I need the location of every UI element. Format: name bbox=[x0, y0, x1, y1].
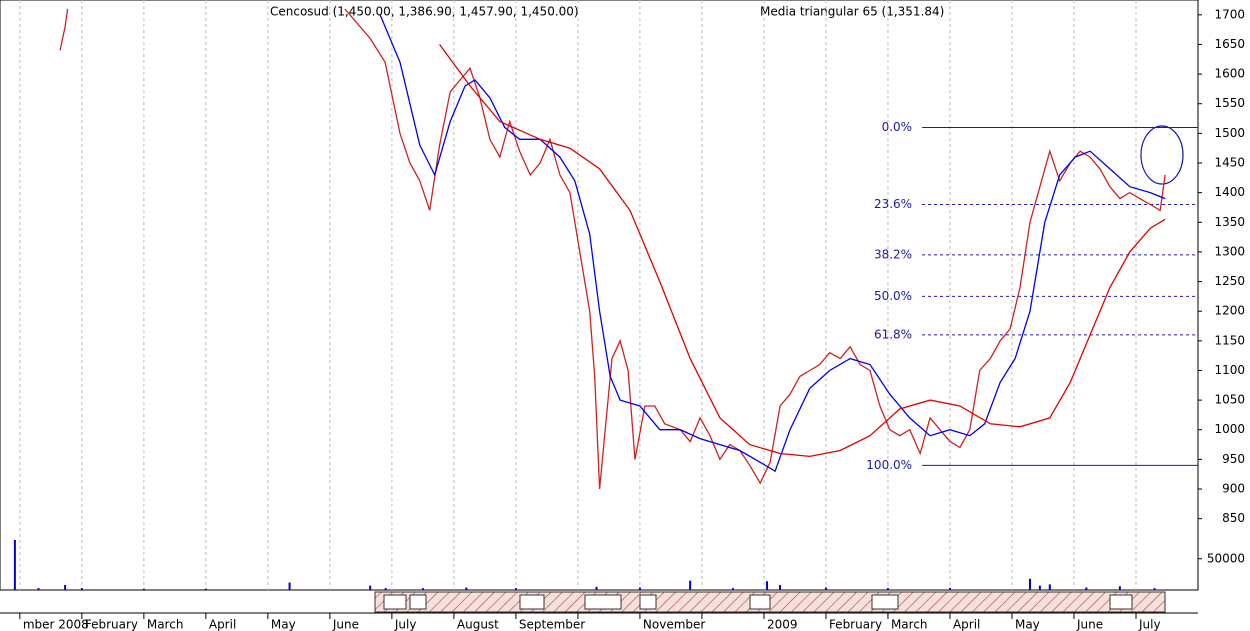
y-tick-label: 1250 bbox=[1214, 274, 1245, 288]
x-tick-label: February bbox=[85, 618, 138, 631]
y-tick-label: 1650 bbox=[1214, 37, 1245, 51]
x-tick-label: April bbox=[953, 618, 980, 631]
y-tick-label: 950 bbox=[1222, 452, 1245, 466]
fib-label: 100.0% bbox=[866, 458, 912, 472]
volume-bar bbox=[1085, 587, 1088, 590]
volume-bar bbox=[1048, 584, 1051, 590]
x-tick-label: February bbox=[829, 618, 882, 631]
volume-bar bbox=[638, 587, 641, 590]
volume-bar bbox=[80, 588, 83, 590]
x-tick-label: June bbox=[332, 618, 359, 631]
x-tick-label: August bbox=[457, 618, 499, 631]
highlight-circle bbox=[1140, 125, 1184, 185]
fib-label: 61.8% bbox=[874, 327, 912, 341]
x-tick-label: November bbox=[643, 618, 705, 631]
volume-bar bbox=[779, 585, 782, 590]
volume-bar bbox=[766, 581, 769, 590]
volume-bar bbox=[1038, 585, 1041, 590]
volume-bar bbox=[595, 586, 598, 590]
x-tick-label: May bbox=[1015, 618, 1040, 631]
x-tick-label: May bbox=[271, 618, 296, 631]
y-tick-label: 1300 bbox=[1214, 244, 1245, 258]
volume-bar bbox=[37, 588, 40, 590]
volume-bar bbox=[1153, 588, 1156, 590]
volume-bar bbox=[64, 585, 67, 590]
x-tick-label: March bbox=[147, 618, 184, 631]
chart-subtitle: Media triangular 65 (1,351.84) bbox=[760, 5, 944, 19]
volume-bar bbox=[384, 588, 387, 590]
plot-frame bbox=[0, 0, 1199, 591]
y-tick-label: 1400 bbox=[1214, 185, 1245, 199]
volume-bar bbox=[886, 588, 889, 590]
volume-bar bbox=[142, 588, 145, 590]
x-tick-label: July bbox=[394, 618, 417, 631]
y-tick-label: 1600 bbox=[1214, 67, 1245, 81]
volume-bar bbox=[369, 585, 372, 590]
fib-label: 50.0% bbox=[874, 289, 912, 303]
y-tick-label: 1350 bbox=[1214, 215, 1245, 229]
x-tick-label: April bbox=[209, 618, 236, 631]
volume-bar bbox=[824, 587, 827, 590]
y-tick-label: 50000 bbox=[1207, 551, 1245, 565]
chart-title: Cencosud (1,450.00, 1,386.90, 1,457.90, … bbox=[270, 5, 579, 19]
volume-bar bbox=[421, 588, 424, 590]
y-tick-label: 1150 bbox=[1214, 333, 1245, 347]
fib-label: 38.2% bbox=[874, 247, 912, 261]
y-tick-label: 1200 bbox=[1214, 304, 1245, 318]
volume-bar bbox=[948, 588, 951, 590]
volume-bar bbox=[731, 588, 734, 590]
series-line bbox=[59, 8, 1166, 490]
volume-bar bbox=[288, 582, 291, 590]
y-tick-label: 1500 bbox=[1214, 126, 1245, 140]
volume-bar bbox=[514, 588, 517, 590]
x-tick-label: September bbox=[519, 618, 585, 631]
y-tick-label: 1000 bbox=[1214, 422, 1245, 436]
volume-bar bbox=[1028, 578, 1031, 590]
series-line bbox=[439, 44, 1166, 458]
x-tick-label: June bbox=[1076, 618, 1103, 631]
x-tick-label: March bbox=[891, 618, 928, 631]
y-tick-label: 1050 bbox=[1214, 393, 1245, 407]
x-tick-label: mber 2008 bbox=[23, 618, 89, 631]
fib-label: 0.0% bbox=[882, 120, 913, 134]
y-tick-label: 850 bbox=[1222, 511, 1245, 525]
y-tick-label: 1550 bbox=[1214, 96, 1245, 110]
volume-bar bbox=[1118, 586, 1121, 590]
series-line bbox=[379, 14, 1166, 473]
x-tick-label: July bbox=[1138, 618, 1161, 631]
volume-bar bbox=[689, 580, 692, 590]
x-tick-label: 2009 bbox=[767, 618, 798, 631]
session-boxes bbox=[383, 594, 1133, 610]
volume-bar bbox=[465, 587, 468, 590]
fib-label: 23.6% bbox=[874, 197, 912, 211]
volume-bar bbox=[13, 540, 16, 590]
y-tick-label: 1700 bbox=[1214, 7, 1245, 21]
y-tick-label: 900 bbox=[1222, 482, 1245, 496]
volume-bar bbox=[204, 588, 207, 590]
y-tick-label: 1100 bbox=[1214, 363, 1245, 377]
y-tick-label: 1450 bbox=[1214, 156, 1245, 170]
